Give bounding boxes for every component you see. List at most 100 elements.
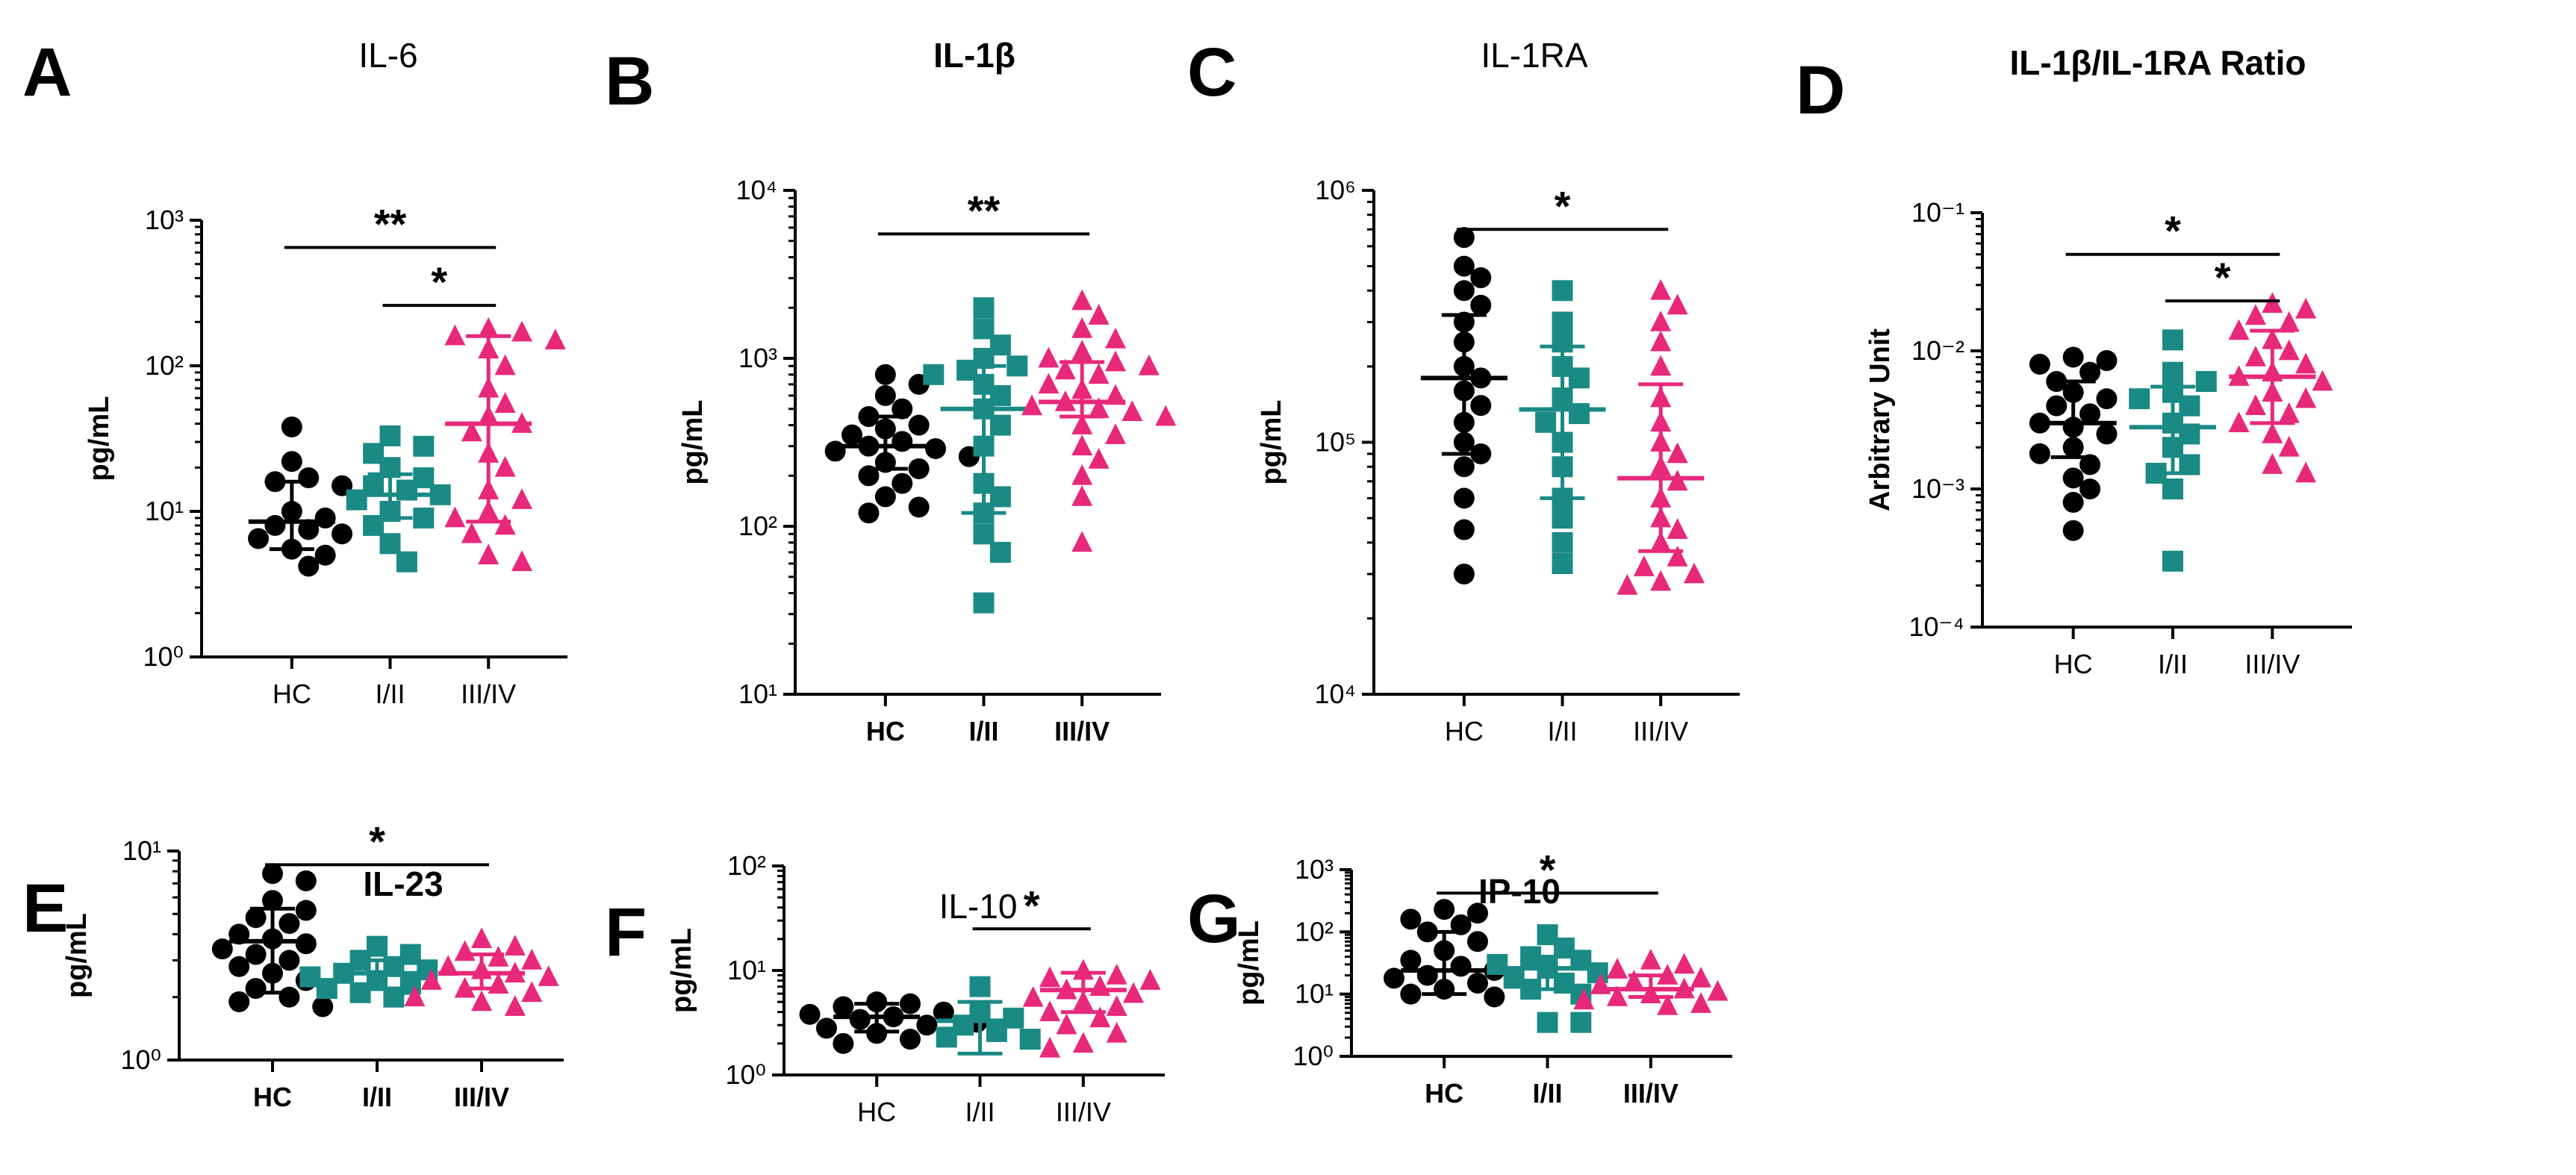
panel-title: IL-23 [363,864,443,903]
y-tick-label: 10⁰ [121,1044,161,1075]
series-iii-iv [444,317,566,571]
data-point [478,543,500,565]
data-point [1400,950,1422,971]
x-tick-label: HC [2054,649,2093,679]
x-tick-label: I/II [1547,716,1577,747]
data-point [1552,508,1573,529]
series-hc [1383,899,1505,1008]
data-point [1623,970,1645,991]
series-hc [2029,346,2118,541]
data-point [1453,280,1475,302]
data-point [444,324,466,346]
data-point [1022,985,1044,1007]
x-tick-label: III/IV [1623,1078,1679,1109]
data-point [298,519,320,540]
y-tick-label: 10⁻² [1911,335,1964,366]
panel-letter: E [22,870,68,947]
y-tick-label: 10¹ [1295,979,1334,1009]
data-point [1683,562,1705,584]
data-point [2295,387,2317,408]
series-i-ii [923,297,1028,614]
significance-label: * [2165,208,2181,255]
series-hc [248,416,353,577]
y-tick-label: 10¹ [122,835,161,866]
data-point [413,435,435,457]
data-point [295,933,317,955]
data-point [1640,948,1661,970]
data-point [211,938,233,960]
data-point [908,414,930,436]
data-point [2244,346,2266,367]
y-tick-label: 10⁵ [1315,427,1356,458]
y-tick-label: 10³ [1295,854,1334,885]
data-point [1138,354,1160,375]
data-point [1106,964,1127,985]
data-point [1690,992,1712,1013]
data-point [1072,1032,1094,1053]
data-point [2162,550,2183,572]
x-tick-label: HC [1445,716,1484,747]
data-point [874,364,896,385]
y-axis-label: pg/mL [677,400,709,485]
data-point [2278,339,2300,361]
data-point [295,900,317,921]
y-tick-label: 10² [145,350,184,381]
series-i-ii [936,976,1041,1056]
data-point [298,467,320,489]
x-tick-label: III/IV [1056,1097,1111,1127]
data-point [2262,292,2283,313]
data-point [1590,973,1611,994]
data-point [454,940,476,961]
data-point [858,502,880,524]
y-tick-label: 10² [1295,916,1334,947]
data-point [1657,994,1679,1015]
data-point [1089,1006,1111,1028]
data-point [2079,361,2101,383]
data-point [833,1032,854,1054]
data-point [312,996,334,1017]
data-point [1400,983,1422,1005]
data-point [1071,464,1093,485]
y-tick-label: 10¹ [727,955,766,985]
data-point [1039,1000,1061,1022]
panel-c: C IL-1RA 10⁴ 10⁵ 10⁶ pg/mL HC I/II III/IV * [1187,34,1740,747]
data-point [262,890,283,911]
data-point [1552,311,1573,333]
y-axis-label: pg/mL [84,396,115,481]
data-point [1088,363,1110,384]
panel-letter: A [22,34,72,110]
data-point [1667,293,1688,315]
data-point [815,1017,837,1039]
data-point [1104,327,1126,349]
data-point [1038,346,1060,368]
data-point [438,955,459,976]
panel-letter: C [1187,34,1236,110]
y-tick-label: 10⁻⁴ [1908,611,1964,642]
significance-label: ** [968,187,1001,234]
data-point [1453,255,1475,277]
series-i-ii [346,425,451,573]
data-point [1573,988,1595,1010]
data-point [295,870,317,891]
data-point [511,320,532,342]
data-point [511,488,532,509]
y-tick-label: 10⁰ [1293,1041,1334,1071]
data-point [2262,453,2283,474]
data-point [1552,532,1573,553]
series-iii-iv [1617,278,1705,595]
data-point [989,541,1011,563]
data-point [281,416,302,437]
data-point [2278,311,2300,332]
data-point [899,1029,921,1050]
data-point [2162,329,2183,351]
data-point [2129,388,2150,410]
data-point [511,550,532,571]
y-tick-label: 10⁻¹ [1911,197,1964,228]
data-point [281,451,302,473]
data-point [1667,545,1688,567]
y-axis-label: pg/mL [1256,400,1287,485]
data-point [1088,304,1110,325]
y-tick-label: 10⁻³ [1911,473,1964,504]
data-point [2079,454,2101,476]
x-tick-label: III/IV [1054,716,1110,747]
